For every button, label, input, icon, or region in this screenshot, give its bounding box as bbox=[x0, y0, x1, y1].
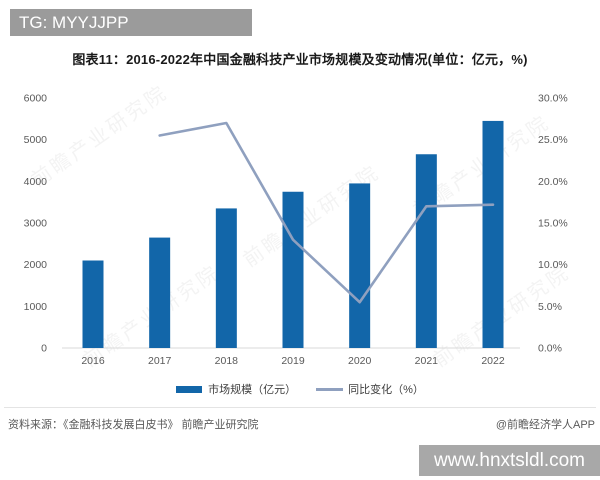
source-note: 资料来源：《金融科技发展白皮书》 前瞻产业研究院 bbox=[8, 419, 259, 431]
chart-canvas: 6000 5000 4000 3000 2000 1000 0 30.0% 25.0% 20.0%… bbox=[24, 93, 568, 368]
y-tick-right: 5.0% bbox=[538, 301, 562, 313]
x-tick-2016: 2016 bbox=[81, 355, 105, 367]
chart-title: 图表11：2016-2022年中国金融科技产业市场规模及变动情况(单位：亿元，%… bbox=[72, 52, 528, 67]
bar-2019 bbox=[282, 191, 304, 348]
y-tick-left: 6000 bbox=[24, 93, 48, 105]
footer-divider bbox=[4, 407, 596, 408]
bar-2020 bbox=[349, 183, 371, 348]
legend-item-yoy-change: 同比变化（%） bbox=[316, 381, 424, 397]
x-tick-2021: 2021 bbox=[415, 355, 439, 367]
legend-item-market-size: 市场规模（亿元） bbox=[176, 381, 296, 397]
x-tick-2022: 2022 bbox=[481, 355, 505, 367]
legend-line-swatch bbox=[316, 387, 344, 391]
bar-2016 bbox=[82, 260, 104, 348]
y-tick-left: 0 bbox=[41, 343, 47, 355]
bar-2018 bbox=[215, 208, 237, 348]
bar-2017 bbox=[149, 237, 171, 348]
legend-line-label: 同比变化（%） bbox=[348, 384, 424, 396]
y-tick-right: 15.0% bbox=[538, 218, 568, 230]
chart-legend: 市场规模（亿元） 同比变化（%） bbox=[0, 381, 600, 397]
x-tick-2017: 2017 bbox=[148, 355, 172, 367]
x-tick-2020: 2020 bbox=[348, 355, 372, 367]
bar-2021 bbox=[415, 154, 437, 348]
header-tag: TG: MYYJJPP bbox=[10, 9, 252, 36]
site-watermark-bar: www.hnxtsldl.com bbox=[419, 445, 600, 476]
y-tick-left: 1000 bbox=[24, 301, 48, 313]
y-tick-left: 3000 bbox=[24, 218, 48, 230]
y-tick-right: 25.0% bbox=[538, 134, 568, 146]
y-tick-left: 4000 bbox=[24, 176, 48, 188]
x-tick-2019: 2019 bbox=[281, 355, 305, 367]
legend-bar-swatch bbox=[176, 385, 203, 393]
y-tick-right: 20.0% bbox=[538, 176, 568, 188]
y-tick-right: 30.0% bbox=[538, 93, 568, 105]
y-tick-right: 10.0% bbox=[538, 259, 568, 271]
credit-note: @前瞻经济学人APP bbox=[495, 419, 595, 431]
site-watermark-url: www.hnxtsldl.com bbox=[434, 449, 585, 471]
y-tick-left: 2000 bbox=[24, 259, 48, 271]
y-tick-right: 0.0% bbox=[538, 343, 562, 355]
legend-bar-label: 市场规模（亿元） bbox=[208, 384, 297, 396]
bar-2022 bbox=[482, 120, 504, 349]
y-tick-left: 5000 bbox=[24, 134, 48, 146]
yoy-growth-line bbox=[158, 121, 495, 304]
x-tick-2018: 2018 bbox=[215, 355, 239, 367]
